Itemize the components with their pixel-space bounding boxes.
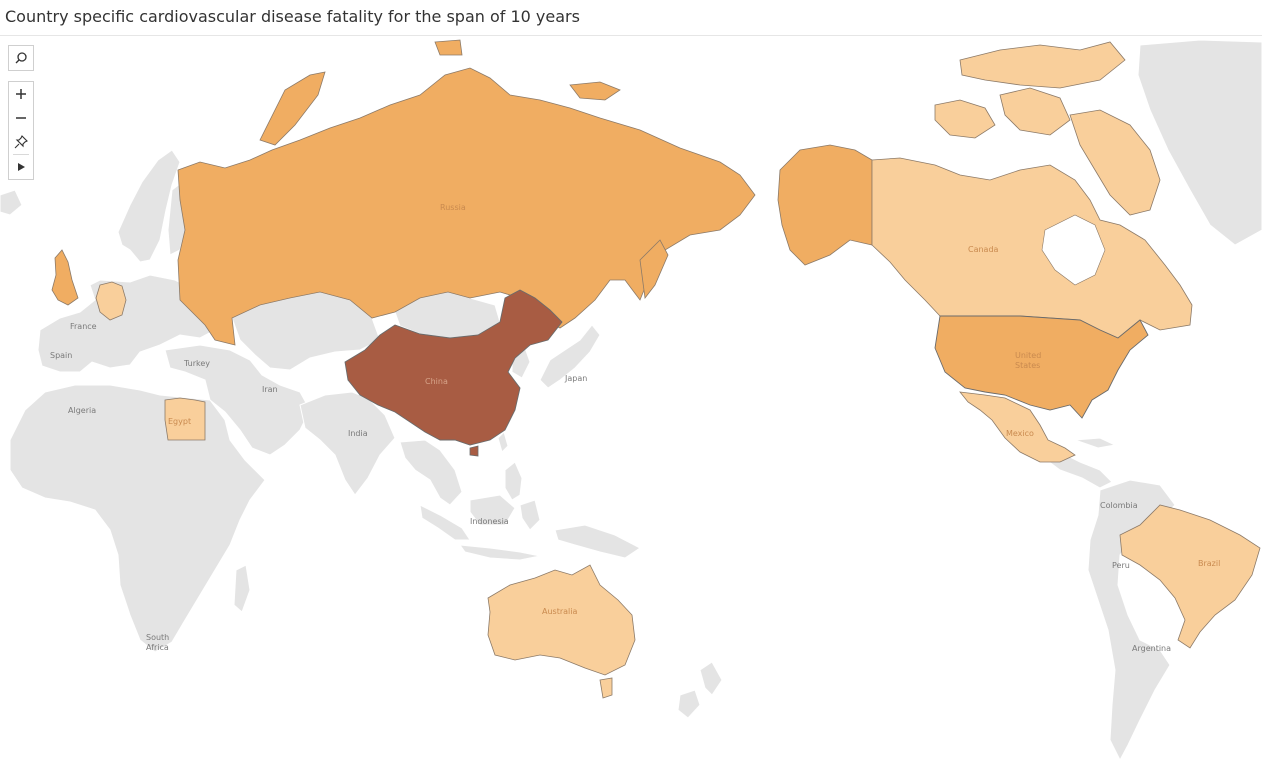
label-argentina: Argentina	[1132, 644, 1171, 653]
country-mexico[interactable]	[959, 391, 1076, 463]
country-borneo[interactable]	[469, 494, 516, 526]
label-china: China	[425, 377, 448, 386]
country-japan[interactable]	[539, 324, 601, 389]
world-map[interactable]: Russia China Canada United States Mexico…	[0, 36, 1262, 783]
title-bar: Country specific cardiovascular disease …	[0, 0, 1262, 36]
label-south-africa-1: South	[146, 633, 169, 642]
pin-icon	[14, 135, 28, 149]
country-philippines[interactable]	[504, 461, 523, 501]
zoom-controls	[8, 81, 34, 180]
label-russia: Russia	[440, 203, 466, 212]
label-india: India	[348, 429, 368, 438]
country-brazil[interactable]	[1119, 504, 1261, 649]
label-colombia: Colombia	[1100, 501, 1138, 510]
toolbar-divider	[13, 154, 29, 155]
country-new-zealand-south[interactable]	[677, 689, 701, 719]
label-iran: Iran	[262, 385, 278, 394]
label-spain: Spain	[50, 351, 72, 360]
plus-icon	[16, 89, 26, 99]
label-canada: Canada	[968, 245, 999, 254]
no-data-countries	[0, 39, 1262, 762]
country-java[interactable]	[458, 544, 541, 561]
label-algeria: Algeria	[68, 406, 96, 415]
country-canada-island-2[interactable]	[999, 87, 1071, 136]
country-india[interactable]	[299, 391, 396, 496]
country-sulawesi[interactable]	[519, 499, 541, 531]
country-united-kingdom[interactable]	[51, 249, 79, 306]
play-icon	[18, 163, 25, 171]
label-united-states-2: States	[1015, 361, 1040, 370]
search-icon	[15, 52, 27, 64]
country-madagascar[interactable]	[233, 564, 251, 613]
country-iceland[interactable]	[0, 189, 23, 216]
label-france: France	[70, 322, 97, 331]
country-germany[interactable]	[95, 281, 127, 321]
country-canada[interactable]	[871, 157, 1193, 339]
zoom-out-button[interactable]	[9, 106, 33, 130]
page-title: Country specific cardiovascular disease …	[5, 7, 580, 26]
country-united-states[interactable]	[934, 315, 1149, 419]
label-mexico: Mexico	[1006, 429, 1034, 438]
expand-toolbar-button[interactable]	[9, 155, 33, 179]
map-area[interactable]: Russia China Canada United States Mexico…	[0, 36, 1262, 783]
hudson-bay	[1041, 214, 1106, 286]
label-turkey: Turkey	[183, 359, 210, 368]
country-egypt[interactable]	[164, 397, 206, 441]
country-middle-east[interactable]	[164, 344, 311, 456]
minus-icon	[16, 117, 26, 119]
search-box	[8, 45, 34, 71]
country-china-hainan[interactable]	[469, 445, 479, 457]
zoom-in-button[interactable]	[9, 82, 33, 106]
country-china[interactable]	[344, 289, 563, 446]
country-canada-island-1[interactable]	[934, 99, 996, 139]
label-japan: Japan	[564, 374, 587, 383]
country-us-alaska[interactable]	[777, 144, 873, 266]
country-scandinavia[interactable]	[117, 149, 181, 263]
label-united-states-1: United	[1015, 351, 1041, 360]
label-indonesia: Indonesia	[470, 517, 509, 526]
country-taiwan[interactable]	[497, 431, 509, 453]
country-australia[interactable]	[487, 564, 636, 676]
country-canada-baffin[interactable]	[1069, 109, 1161, 216]
country-cuba[interactable]	[1074, 437, 1117, 449]
map-toolbar	[8, 45, 34, 180]
country-australia-tasmania[interactable]	[599, 677, 613, 699]
pin-button[interactable]	[9, 130, 33, 154]
country-russia-sakhalin[interactable]	[639, 239, 669, 300]
country-russia-islands[interactable]	[569, 81, 621, 101]
label-egypt: Egypt	[168, 417, 191, 426]
country-greenland[interactable]	[1137, 39, 1262, 246]
search-button[interactable]	[9, 46, 33, 70]
country-sumatra[interactable]	[419, 504, 471, 541]
country-papua[interactable]	[554, 524, 641, 559]
country-southeast-asia[interactable]	[399, 439, 463, 506]
country-russia-arctic[interactable]	[434, 39, 463, 56]
label-brazil: Brazil	[1198, 559, 1220, 568]
country-russia-novaya-zemlya[interactable]	[259, 71, 326, 146]
country-africa[interactable]	[9, 384, 266, 653]
country-new-zealand-north[interactable]	[699, 661, 723, 696]
label-south-africa-2: Africa	[146, 643, 169, 652]
label-australia: Australia	[542, 607, 577, 616]
label-peru: Peru	[1112, 561, 1130, 570]
country-canada-arctic-islands[interactable]	[959, 41, 1126, 89]
